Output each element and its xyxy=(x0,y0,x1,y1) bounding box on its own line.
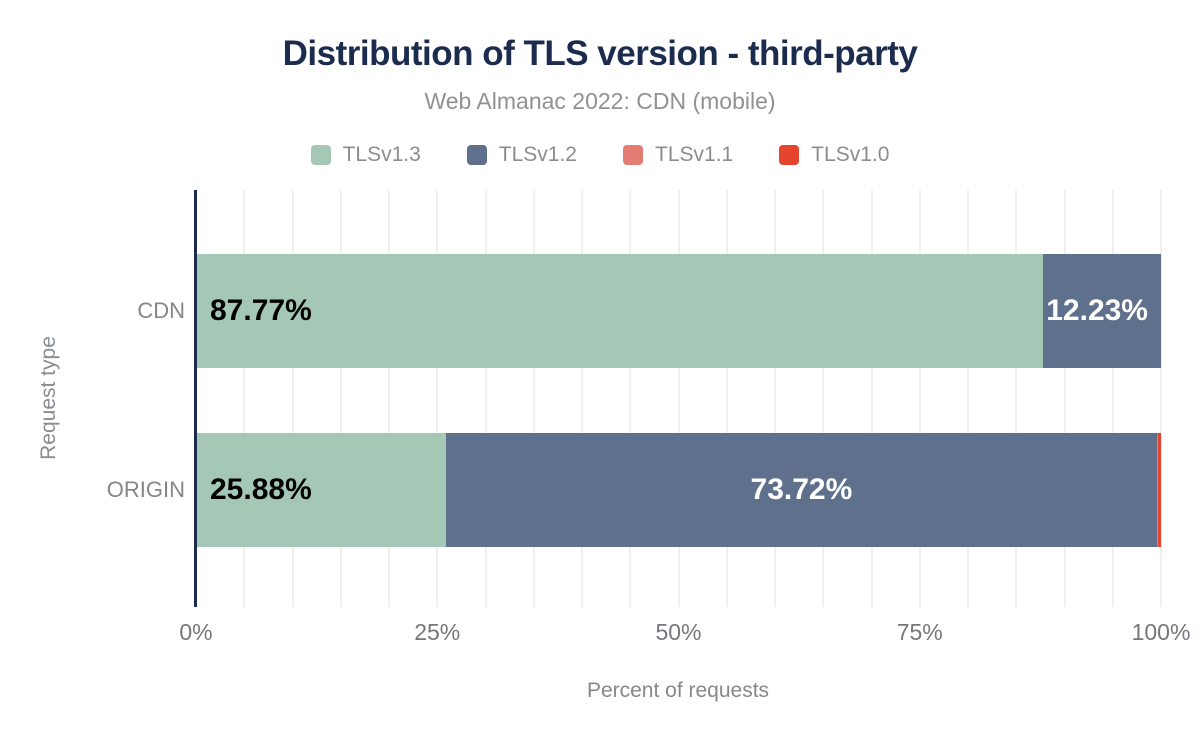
bar-segment-origin-tlsv1.2: 73.72% xyxy=(445,433,1158,547)
x-tick-75: 75% xyxy=(896,619,943,645)
gridline xyxy=(339,190,342,607)
legend-swatch-tlsv1.0 xyxy=(779,145,800,165)
gridline xyxy=(532,190,535,607)
gridline xyxy=(388,190,390,607)
gridline xyxy=(291,190,294,607)
gridline xyxy=(436,190,439,607)
gridline xyxy=(774,190,776,607)
legend-swatch-tlsv1.1 xyxy=(623,145,643,165)
x-tick-50: 50% xyxy=(655,619,702,645)
legend-label: TLSv1.1 xyxy=(655,143,734,166)
bar-segment-origin-tlsv1.3: 25.88% xyxy=(196,433,446,547)
bar-value-label: 25.88% xyxy=(210,473,312,506)
gridline xyxy=(629,190,632,607)
x-tick-25: 25% xyxy=(414,619,461,645)
gridline xyxy=(725,190,728,607)
bar-value-label: 73.72% xyxy=(750,473,853,506)
gridline xyxy=(581,190,583,607)
gridline xyxy=(918,190,921,607)
gridline xyxy=(1160,190,1162,607)
legend-swatch-tlsv1.2 xyxy=(466,145,487,165)
bar-segment-cdn-tlsv1.3: 87.77% xyxy=(196,254,1043,368)
category-label-cdn: CDN xyxy=(137,298,185,323)
x-tick-100: 100% xyxy=(1131,619,1191,645)
gridline xyxy=(1015,190,1018,607)
chart-title: Distribution of TLS version - third-part… xyxy=(282,34,918,73)
legend-label: TLSv1.0 xyxy=(811,143,890,166)
legend-item-tlsv1.3: TLSv1.3 xyxy=(310,143,421,167)
legend-label: TLSv1.3 xyxy=(342,143,421,166)
gridline xyxy=(1063,190,1066,607)
legend-item-tlsv1.0: TLSv1.0 xyxy=(779,143,889,167)
chart-subtitle: Web Almanac 2022: CDN (mobile) xyxy=(424,88,776,114)
gridline xyxy=(677,190,680,607)
bar-value-label: 87.77% xyxy=(210,294,312,327)
bar-segment-origin-tlsv1.0 xyxy=(1157,433,1161,547)
x-tick-0: 0% xyxy=(179,619,213,645)
legend-item-tlsv1.2: TLSv1.2 xyxy=(466,143,577,167)
y-axis-line xyxy=(194,190,197,607)
bar-value-label: 12.23% xyxy=(1046,294,1148,327)
legend-swatch-tlsv1.3 xyxy=(310,145,331,165)
x-axis-title: Percent of requests xyxy=(586,679,770,702)
gridline xyxy=(870,190,873,607)
gridline xyxy=(1111,190,1114,607)
category-label-origin: ORIGIN xyxy=(106,477,185,502)
legend-label: TLSv1.2 xyxy=(498,143,577,166)
gridline xyxy=(967,190,969,607)
gridline xyxy=(243,190,246,607)
bar-segment-cdn-tlsv1.2: 12.23% xyxy=(1042,254,1161,368)
bar-row-cdn: 87.77% 12.23% xyxy=(196,254,1161,368)
legend: TLSv1.3 TLSv1.2 TLSv1.1 TLSv1.0 xyxy=(0,143,1200,167)
gridline xyxy=(484,190,487,607)
bar-row-origin: 25.88% 73.72% xyxy=(196,433,1161,547)
gridline xyxy=(822,190,825,607)
plot-area: 87.77% 12.23% 25.88% 73.72% xyxy=(194,190,1162,607)
legend-item-tlsv1.1: TLSv1.1 xyxy=(623,143,733,167)
